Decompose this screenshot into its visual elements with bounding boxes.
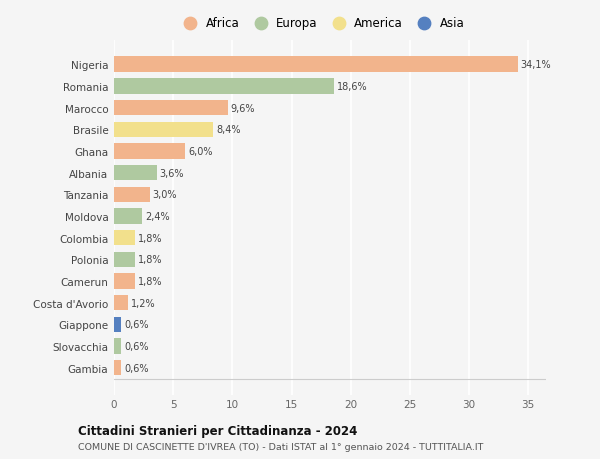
Bar	[114, 338, 121, 354]
Bar	[114, 122, 214, 138]
Bar	[114, 230, 136, 246]
Text: 34,1%: 34,1%	[521, 60, 551, 70]
Text: 1,8%: 1,8%	[138, 276, 163, 286]
Text: 1,8%: 1,8%	[138, 233, 163, 243]
Text: 3,6%: 3,6%	[160, 168, 184, 178]
Text: 3,0%: 3,0%	[152, 190, 177, 200]
Bar	[114, 144, 185, 159]
Text: COMUNE DI CASCINETTE D'IVREA (TO) - Dati ISTAT al 1° gennaio 2024 - TUTTITALIA.I: COMUNE DI CASCINETTE D'IVREA (TO) - Dati…	[78, 442, 484, 451]
Text: 0,6%: 0,6%	[124, 363, 149, 373]
Text: 0,6%: 0,6%	[124, 341, 149, 351]
Bar	[114, 317, 121, 332]
Legend: Africa, Europa, America, Asia: Africa, Europa, America, Asia	[174, 12, 469, 34]
Text: 1,8%: 1,8%	[138, 255, 163, 265]
Bar	[114, 166, 157, 181]
Bar	[114, 187, 149, 203]
Bar	[114, 360, 121, 375]
Text: 2,4%: 2,4%	[145, 212, 170, 222]
Bar	[114, 209, 142, 224]
Text: 9,6%: 9,6%	[230, 103, 255, 113]
Bar	[114, 295, 128, 311]
Bar	[114, 79, 334, 95]
Bar	[114, 252, 136, 268]
Bar	[114, 101, 227, 116]
Text: 18,6%: 18,6%	[337, 82, 368, 92]
Text: 8,4%: 8,4%	[217, 125, 241, 135]
Bar	[114, 274, 136, 289]
Text: 6,0%: 6,0%	[188, 147, 212, 157]
Text: Cittadini Stranieri per Cittadinanza - 2024: Cittadini Stranieri per Cittadinanza - 2…	[78, 424, 358, 437]
Text: 1,2%: 1,2%	[131, 298, 156, 308]
Text: 0,6%: 0,6%	[124, 319, 149, 330]
Bar	[114, 57, 518, 73]
